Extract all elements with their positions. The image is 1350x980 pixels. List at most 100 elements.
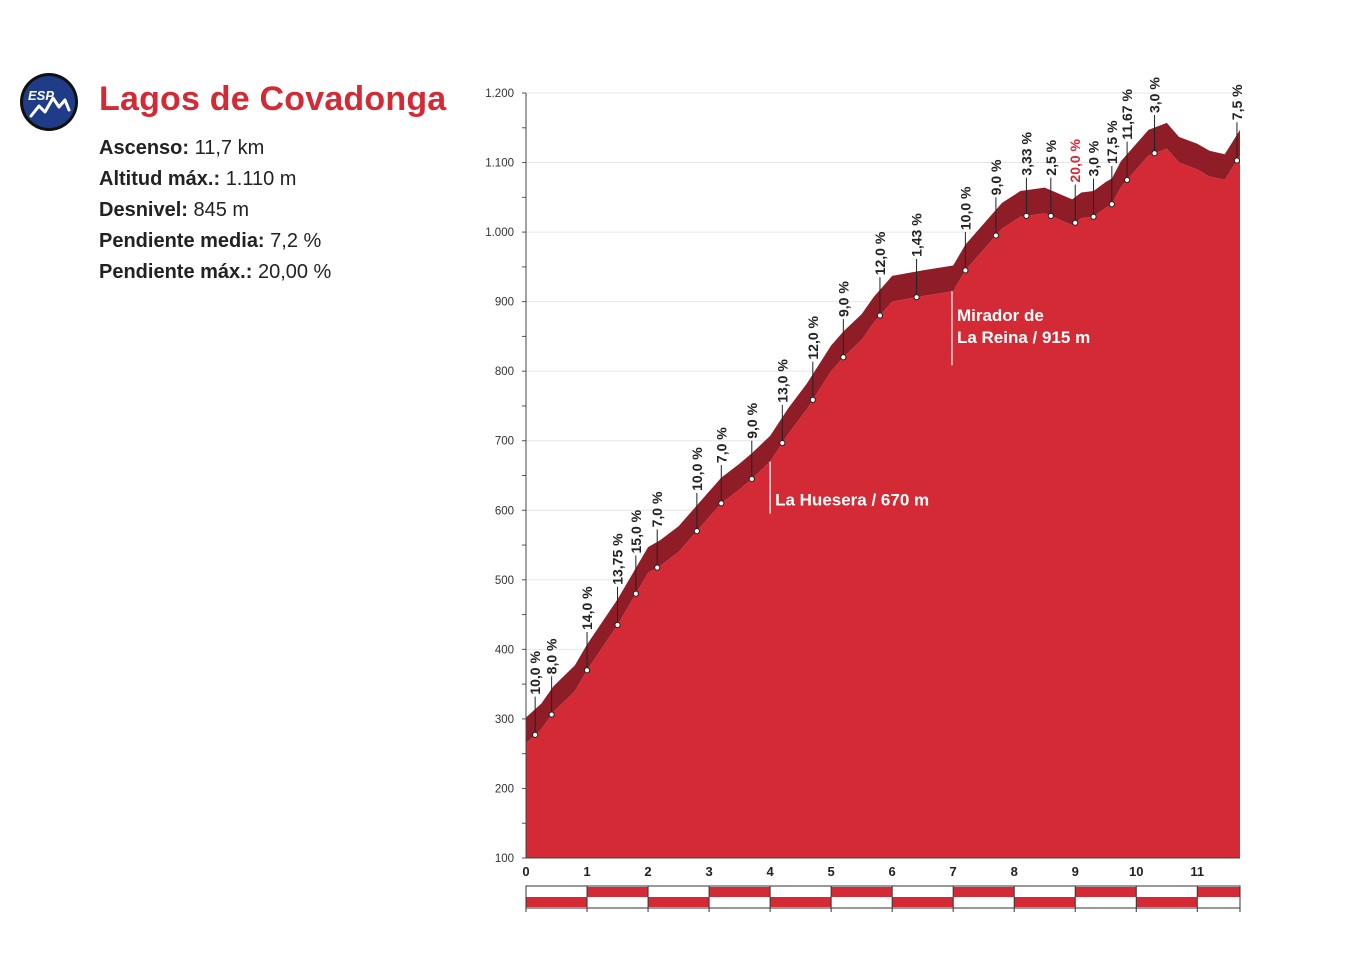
grade-point (748, 475, 755, 483)
grade-point (876, 312, 884, 319)
grade-label: 9,0 % (744, 402, 760, 438)
stat-value: 1.110 m (225, 168, 297, 190)
km-bar-segment (953, 887, 1015, 897)
grade-label: 1,43 % (909, 213, 925, 257)
km-bar-segment (892, 897, 954, 907)
grade-point (548, 711, 555, 718)
grade-point (614, 621, 621, 629)
grade-label: 13,0 % (774, 359, 790, 403)
x-tick-label: 1 (583, 864, 590, 879)
grade-label: 10,0 % (527, 651, 543, 695)
grade-point (962, 267, 969, 274)
grade-label: 11,67 % (1119, 89, 1135, 140)
grade-point (532, 731, 539, 739)
grade-point (809, 396, 816, 403)
badge-text: ESP (28, 88, 54, 103)
grade-point (632, 590, 639, 597)
grade-point (1151, 150, 1158, 157)
grade-point (913, 294, 920, 301)
grade-label: 3,0 % (1147, 77, 1163, 113)
km-bar-segment (1197, 887, 1240, 897)
annotation-label: Mirador de (957, 306, 1044, 325)
grade-label: 12,0 % (872, 231, 888, 275)
x-tick-label: 9 (1072, 864, 1079, 879)
grade-label: 12,0 % (805, 315, 821, 359)
esp-badge-icon: ESP (20, 73, 78, 131)
stat-desnivel: Desnivel: 845 m (99, 195, 331, 226)
y-tick-label: 1.200 (485, 88, 514, 100)
mountain-icon (29, 96, 71, 118)
grade-label: 10,0 % (957, 186, 973, 230)
stat-pendiente-max: Pendiente máx.: 20,00 % (99, 257, 331, 288)
y-tick-label: 500 (495, 575, 514, 587)
grade-point (1124, 176, 1131, 184)
km-bar-segment (709, 887, 771, 897)
grade-point (583, 667, 591, 674)
y-tick-label: 600 (495, 505, 514, 517)
y-tick-label: 900 (495, 297, 514, 309)
y-tick-label: 800 (495, 366, 514, 378)
y-tick-label: 400 (495, 644, 514, 656)
x-tick-label: 7 (950, 864, 957, 879)
grade-label: 7,0 % (713, 427, 729, 463)
x-tick-label: 0 (522, 864, 529, 879)
stat-pendiente-media: Pendiente media: 7,2 % (99, 226, 331, 257)
grade-label: 7,0 % (649, 491, 665, 527)
stat-label: Desnivel: (99, 199, 188, 221)
annotation-label: La Reina / 915 m (957, 328, 1090, 347)
y-tick-label: 200 (495, 783, 514, 795)
grade-point (1233, 157, 1241, 164)
km-bar-segment (1136, 897, 1198, 907)
grade-label: 20,0 % (1067, 138, 1083, 182)
y-tick-label: 300 (495, 714, 514, 726)
profile-area (526, 148, 1240, 859)
km-bar-segment (648, 897, 710, 907)
grade-point (1090, 213, 1097, 220)
grade-point (1047, 212, 1054, 220)
x-tick-label: 6 (889, 864, 896, 879)
stat-label: Pendiente máx.: (99, 261, 253, 283)
grade-point (840, 354, 847, 361)
grade-label: 17,5 % (1104, 120, 1120, 164)
stat-altitud: Altitud máx.: 1.110 m (99, 164, 331, 195)
annotation-label: La Huesera / 670 m (775, 491, 929, 510)
x-tick-label: 8 (1011, 864, 1018, 879)
grade-point (992, 232, 999, 239)
stat-value: 11,7 km (194, 137, 265, 159)
grade-label: 3,33 % (1018, 132, 1034, 176)
x-tick-label: 3 (705, 864, 712, 879)
km-bar-segment (587, 887, 649, 897)
x-tick-label: 10 (1129, 864, 1143, 879)
grade-label: 15,0 % (628, 509, 644, 553)
grade-label: 14,0 % (579, 586, 595, 630)
x-tick-label: 2 (644, 864, 651, 879)
grade-label: 10,0 % (689, 447, 705, 491)
y-tick-label: 1.000 (485, 227, 514, 239)
stat-value: 845 m (193, 199, 250, 221)
km-bar-segment (831, 887, 893, 897)
y-tick-label: 100 (495, 853, 514, 865)
x-tick-label: 4 (766, 864, 774, 879)
grade-point (1023, 212, 1030, 220)
stat-label: Altitud máx.: (99, 168, 221, 190)
km-bar-segment (1075, 887, 1137, 897)
grade-label: 8,0 % (544, 638, 560, 674)
grade-point (654, 564, 661, 571)
climb-title: Lagos de Covadonga (99, 80, 447, 118)
grade-label: 3,0 % (1086, 140, 1102, 176)
grade-point (718, 500, 725, 507)
stat-value: 20,00 % (257, 261, 332, 283)
y-tick-label: 700 (495, 436, 514, 448)
km-bar-segment (526, 897, 588, 907)
stat-label: Ascenso: (99, 137, 190, 159)
grade-label: 9,0 % (988, 159, 1004, 195)
grade-label: 7,5 % (1229, 84, 1245, 120)
grade-label: 13,75 % (610, 533, 626, 585)
stat-value: 7,2 % (270, 230, 322, 252)
grade-label: 9,0 % (835, 281, 851, 317)
km-bar-segment (1014, 897, 1076, 907)
stat-label: Pendiente media: (99, 230, 265, 252)
grade-point (1108, 201, 1115, 208)
grade-point (1072, 219, 1079, 226)
